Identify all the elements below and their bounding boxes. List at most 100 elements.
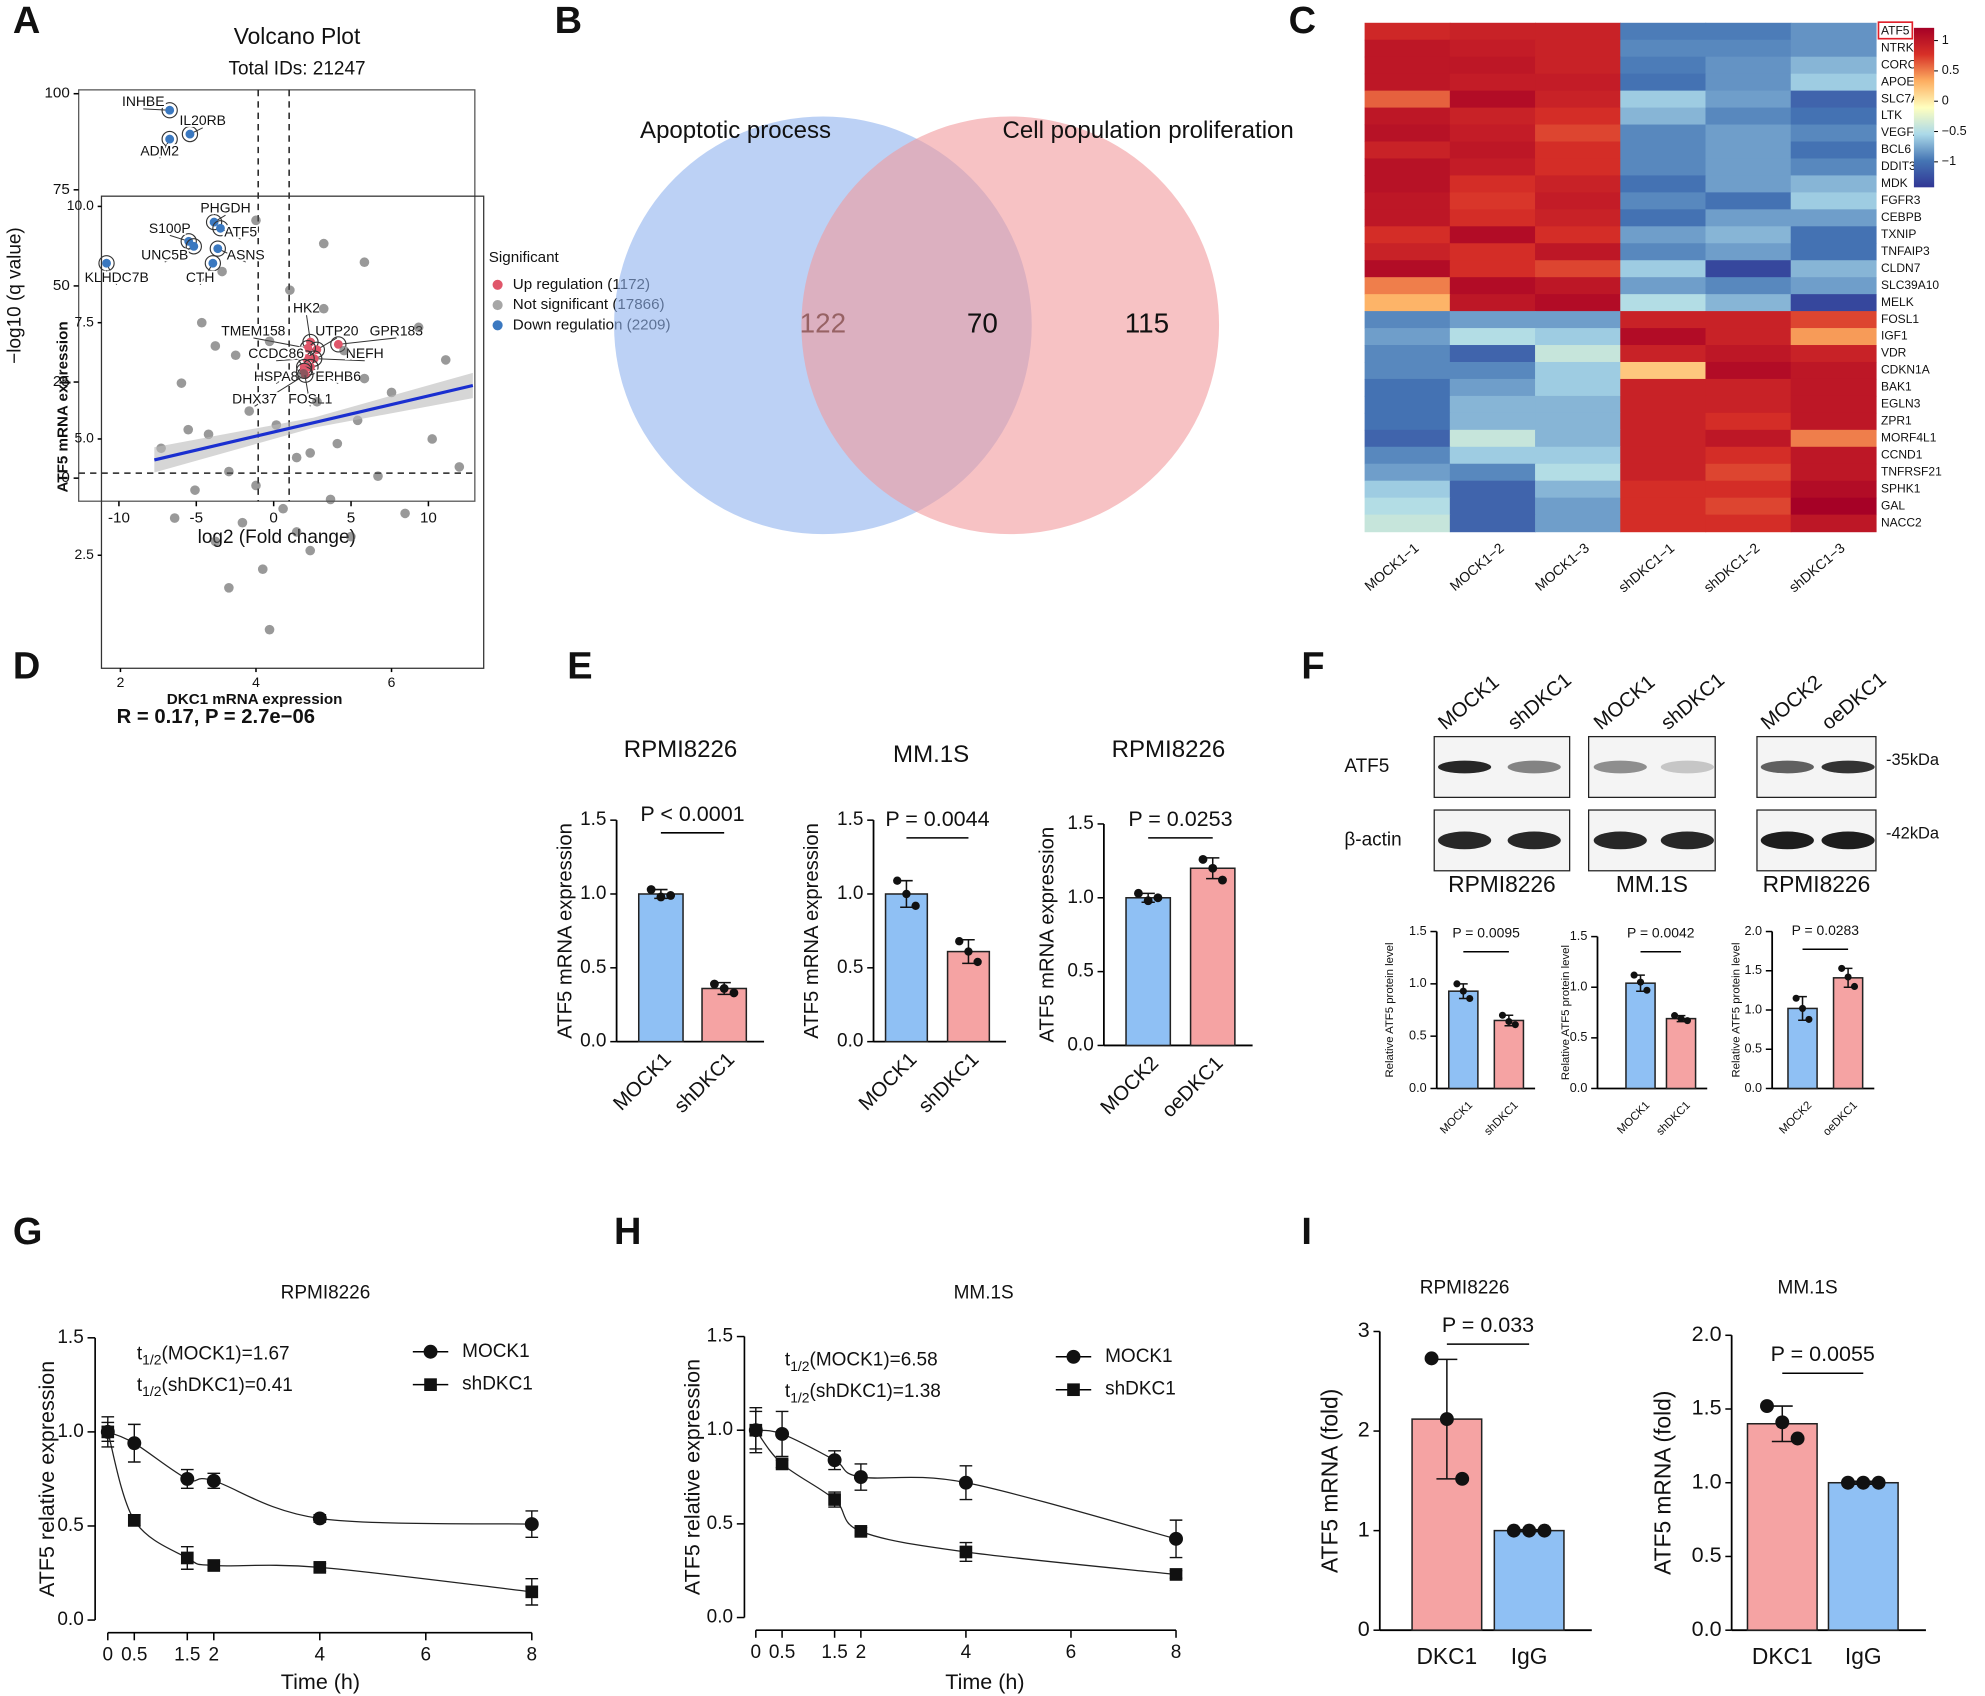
replicate-point (1506, 1523, 1521, 1538)
label-leader (314, 358, 365, 362)
y-tick-label: 0.5 (837, 957, 863, 978)
heat-cell (1790, 158, 1877, 177)
heat-cell (1790, 260, 1877, 278)
annotation: t1/2(shDKC1)=0.41 (137, 1375, 293, 1399)
data-point (213, 244, 223, 254)
colorbar (1913, 27, 1935, 188)
y-axis-label: ATF5 mRNA expression (554, 823, 576, 1039)
y-tick-label: 0.5 (1744, 1042, 1762, 1056)
point-ring (209, 240, 226, 257)
heat-cell (1364, 514, 1451, 533)
y-tick-label: 0 (61, 469, 69, 486)
heat-cell (1620, 39, 1707, 58)
heat-cell (1364, 56, 1451, 75)
x-tick-label: 1.5 (174, 1645, 200, 1666)
data-point (325, 494, 336, 505)
heat-cell (1449, 175, 1536, 194)
x-tick-label: oeDKC1 (1821, 1099, 1860, 1138)
chart-title: RPMI8226 (624, 736, 738, 763)
heat-cell (1705, 141, 1792, 160)
data-point (332, 438, 343, 449)
data-marker (749, 1423, 763, 1437)
heat-cell (1620, 429, 1707, 448)
heat-cell (1364, 277, 1451, 295)
heat-cell (1449, 311, 1536, 329)
row-label: MDK (1881, 176, 1908, 190)
heat-cell (1705, 260, 1792, 278)
y-tick-label: 0.0 (580, 1031, 606, 1052)
heat-cell (1790, 73, 1877, 92)
heat-cell (1535, 429, 1621, 448)
heat-cell (1535, 243, 1621, 261)
row-label: FOSL1 (1881, 312, 1919, 326)
data-point (217, 266, 227, 277)
row-label: SPHK1 (1881, 481, 1921, 495)
y-tick-label: 0.5 (580, 957, 606, 978)
data-point (102, 258, 111, 268)
lane-label: oeDKC1 (1818, 668, 1891, 734)
series-line (107, 1431, 532, 1525)
heat-cell (1535, 395, 1621, 414)
x-tick-label: 0.5 (769, 1642, 795, 1663)
panel-label: G (13, 1211, 43, 1253)
y-tick-label: 75 (53, 181, 70, 198)
annotation: t1/2(MOCK1)=6.58 (785, 1350, 938, 1374)
x-axis-label: Time (h) (945, 1670, 1024, 1694)
point-label: ADM2 (140, 143, 179, 159)
legend-label: shDKC1 (1105, 1379, 1176, 1400)
bar (884, 893, 929, 1043)
heat-cell (1364, 429, 1451, 448)
chart-title: Volcano Plot (234, 23, 361, 49)
heat-cell (1620, 480, 1707, 499)
y-tick-label: 0.5 (1692, 1543, 1722, 1567)
y-axis-label: Relative ATF5 protein level (1384, 942, 1396, 1077)
panel-label: D (13, 645, 40, 687)
heat-cell (1535, 73, 1621, 92)
label-leader (164, 245, 195, 263)
bar (946, 950, 991, 1043)
x-tick-label: MOCK2 (1777, 1099, 1814, 1136)
y-tick-label: 0.0 (1067, 1034, 1093, 1055)
replicate-point (1683, 1017, 1691, 1025)
label-leader (217, 248, 246, 263)
heat-cell (1449, 22, 1536, 41)
replicate-point (902, 889, 911, 899)
data-point (346, 531, 356, 542)
y-tick-label: 1.5 (707, 1326, 733, 1347)
y-axis-label: ATF5 relative expression (680, 1359, 704, 1595)
heat-cell (1705, 90, 1792, 109)
point-label: DHX37 (232, 391, 277, 407)
replicate-point (1153, 893, 1163, 903)
heat-cell (1705, 361, 1792, 380)
heat-cell (1620, 345, 1707, 363)
data-marker (958, 1475, 973, 1490)
heat-cell (1364, 39, 1451, 58)
legend-marker (492, 320, 503, 331)
y-tick-label: 1.0 (1409, 976, 1427, 990)
row-label: β-actin (1344, 829, 1401, 850)
data-point (454, 462, 465, 472)
heat-cell (1535, 39, 1621, 58)
heat-cell (1535, 175, 1621, 194)
data-point (264, 624, 275, 635)
annotation-part: 1/2 (790, 1389, 810, 1405)
row-label: CCND1 (1881, 447, 1923, 461)
heat-cell (1449, 107, 1536, 126)
heat-cell (1535, 22, 1621, 41)
heat-cell (1705, 378, 1792, 397)
heat-cell (1620, 446, 1707, 465)
y-tick-label: 0.0 (1409, 1081, 1427, 1095)
heat-cell (1790, 429, 1877, 448)
heat-cell (1705, 446, 1792, 465)
data-marker (959, 1545, 973, 1559)
data-marker (775, 1457, 789, 1471)
annotation-part: (shDKC1)=1.38 (810, 1381, 941, 1402)
heat-cell (1364, 311, 1451, 329)
heat-cell (1449, 277, 1536, 295)
heat-cell (1535, 107, 1621, 126)
heat-cell (1620, 277, 1707, 295)
chart-title: R = 0.17, P = 2.7e−06 (117, 706, 315, 728)
annotation-part: t (785, 1350, 791, 1371)
label-leader (276, 358, 307, 362)
